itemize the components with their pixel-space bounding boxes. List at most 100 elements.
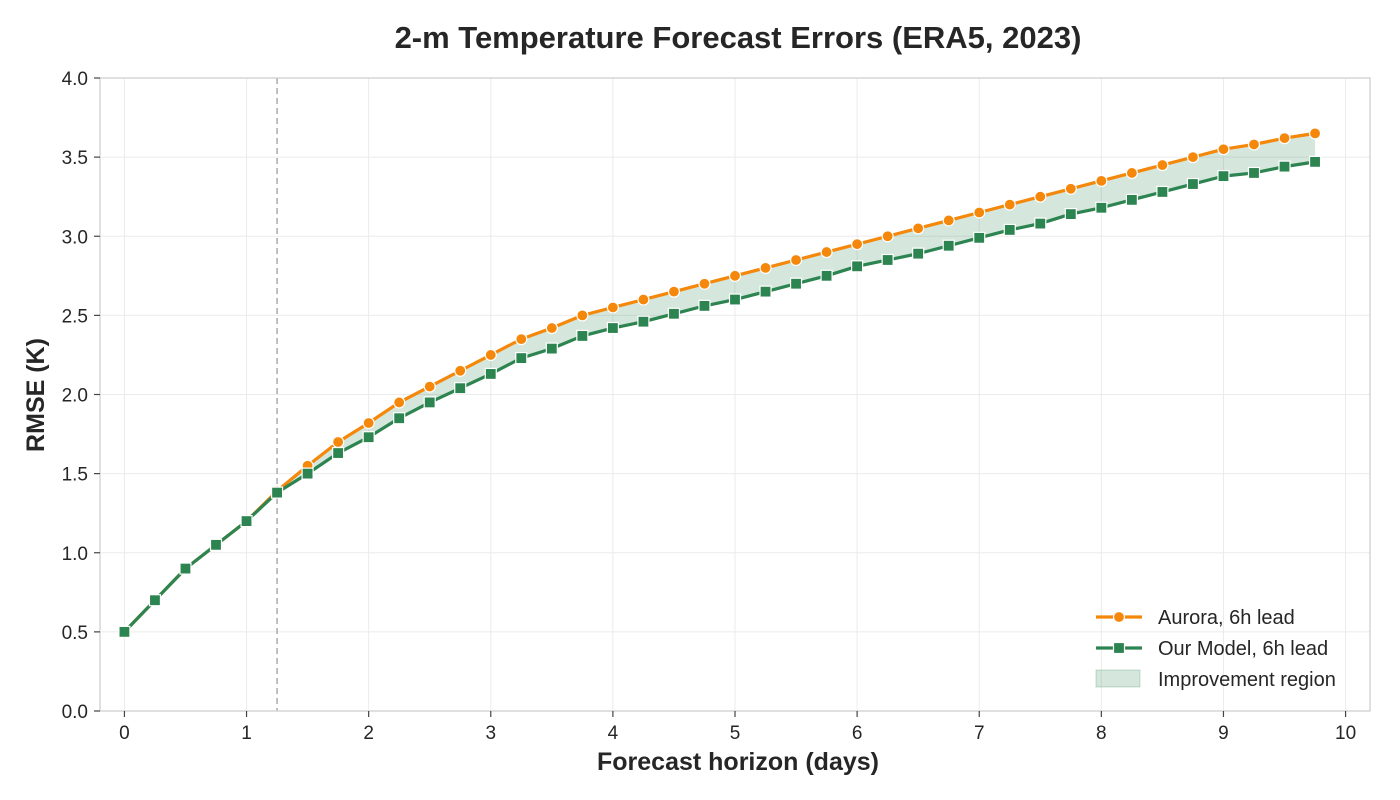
our-model-line	[123, 160, 1316, 633]
aurora-point	[1217, 143, 1230, 156]
our-model-point	[545, 342, 558, 355]
x-tick-label: 3	[485, 723, 496, 744]
chart-title: 2-m Temperature Forecast Errors (ERA5, 2…	[395, 20, 1082, 55]
aurora-point	[1278, 132, 1291, 145]
our-model-point	[270, 486, 284, 499]
y-tick-label: 2.5	[62, 306, 88, 327]
aurora-point	[1125, 166, 1138, 180]
improvement-region	[124, 133, 1316, 632]
aurora-point	[576, 309, 589, 322]
aurora-point	[881, 230, 894, 243]
aurora-point	[606, 301, 619, 314]
our-model-point	[973, 231, 986, 244]
aurora-point	[545, 321, 558, 335]
aurora-line	[123, 131, 1316, 633]
aurora-point	[912, 222, 925, 235]
legend-our-model-label: Our Model, 6h lead	[1158, 638, 1328, 660]
our-model-point	[789, 277, 803, 290]
legend: Aurora, 6h lead Our Model, 6h lead Impro…	[1095, 607, 1336, 691]
aurora-point	[1095, 174, 1108, 187]
our-model-point	[881, 253, 894, 267]
our-model-point	[393, 412, 406, 425]
our-model-point	[912, 247, 925, 260]
our-model-point	[1217, 170, 1230, 183]
aurora-point	[973, 206, 986, 219]
aurora-point	[515, 333, 528, 346]
aurora-point	[332, 435, 345, 449]
our-model-point	[606, 321, 619, 335]
aurora-point	[728, 269, 742, 282]
x-tick-label: 0	[119, 723, 130, 744]
y-tick-label: 4.0	[62, 69, 88, 90]
legend-improvement-patch	[1095, 669, 1141, 688]
aurora-point	[1156, 158, 1169, 172]
x-tick-label: 5	[730, 723, 741, 744]
our-model-point	[423, 396, 436, 409]
our-model-point	[515, 352, 528, 365]
our-model-point	[454, 382, 467, 395]
aurora-point	[1247, 138, 1261, 151]
our-model-point	[240, 514, 253, 528]
aurora-point	[484, 348, 497, 362]
aurora-point	[698, 277, 711, 290]
aurora-point	[1186, 151, 1200, 164]
our-model-point	[698, 299, 711, 312]
our-model-point	[759, 285, 772, 298]
our-model-point	[118, 625, 131, 638]
our-model-point	[1034, 217, 1047, 230]
legend-improvement-label: Improvement region	[1158, 669, 1336, 691]
y-tick-label: 3.5	[62, 148, 88, 169]
y-tick-label: 1.0	[62, 544, 88, 565]
aurora-point	[1308, 127, 1322, 140]
x-tick-label: 10	[1335, 723, 1356, 744]
our-model-point	[1125, 193, 1138, 206]
aurora-point	[393, 396, 406, 409]
legend-aurora-marker	[1112, 610, 1126, 624]
tick-labels: 0 1 2 3 4 5 6 7 8 9 10 0.0 0.5 1.0 1.5 2.0 2.5 3.0 3.5 4.0	[62, 69, 1357, 744]
our-model-point	[1186, 177, 1200, 191]
our-model-point	[576, 329, 589, 343]
y-tick-label: 0.5	[62, 623, 88, 644]
x-tick-label: 4	[608, 723, 619, 744]
y-tick-label: 3.0	[62, 227, 88, 248]
our-model-point	[1278, 160, 1291, 173]
aurora-point	[820, 245, 833, 259]
series-layer	[118, 127, 1322, 638]
our-model-point	[148, 594, 162, 607]
aurora-point	[1064, 182, 1077, 195]
our-model-point	[851, 260, 864, 273]
axes	[94, 77, 1371, 717]
our-model-point	[1095, 201, 1108, 214]
y-tick-label: 1.5	[62, 465, 88, 486]
x-tick-label: 9	[1218, 723, 1229, 744]
aurora-point	[942, 214, 955, 227]
aurora-point	[851, 238, 864, 251]
y-tick-label: 0.0	[62, 702, 88, 723]
our-model-point	[209, 538, 223, 551]
aurora-point	[759, 261, 772, 274]
our-model-point	[1003, 223, 1016, 237]
legend-our-model-marker	[1112, 641, 1126, 655]
y-axis-label: RMSE (K)	[22, 338, 50, 452]
aurora-point	[1034, 190, 1047, 203]
x-tick-label: 2	[363, 723, 374, 744]
legend-aurora-label: Aurora, 6h lead	[1158, 607, 1295, 629]
our-model-point	[362, 431, 375, 444]
our-model-point	[637, 315, 650, 328]
aurora-point	[667, 285, 681, 298]
our-model-point	[728, 293, 742, 306]
our-model-point	[820, 269, 833, 282]
our-model-point	[1308, 155, 1322, 168]
improvement-region-layer	[124, 133, 1316, 632]
our-model-point	[484, 367, 497, 381]
x-tick-label: 1	[241, 723, 252, 744]
our-model-point	[1247, 166, 1261, 180]
aurora-point	[1003, 198, 1016, 211]
x-tick-label: 8	[1096, 723, 1107, 744]
our-model-point	[667, 307, 681, 320]
our-model-point	[301, 467, 314, 480]
our-model-point	[1064, 207, 1077, 221]
our-model-point	[332, 446, 345, 460]
aurora-point	[423, 380, 436, 393]
